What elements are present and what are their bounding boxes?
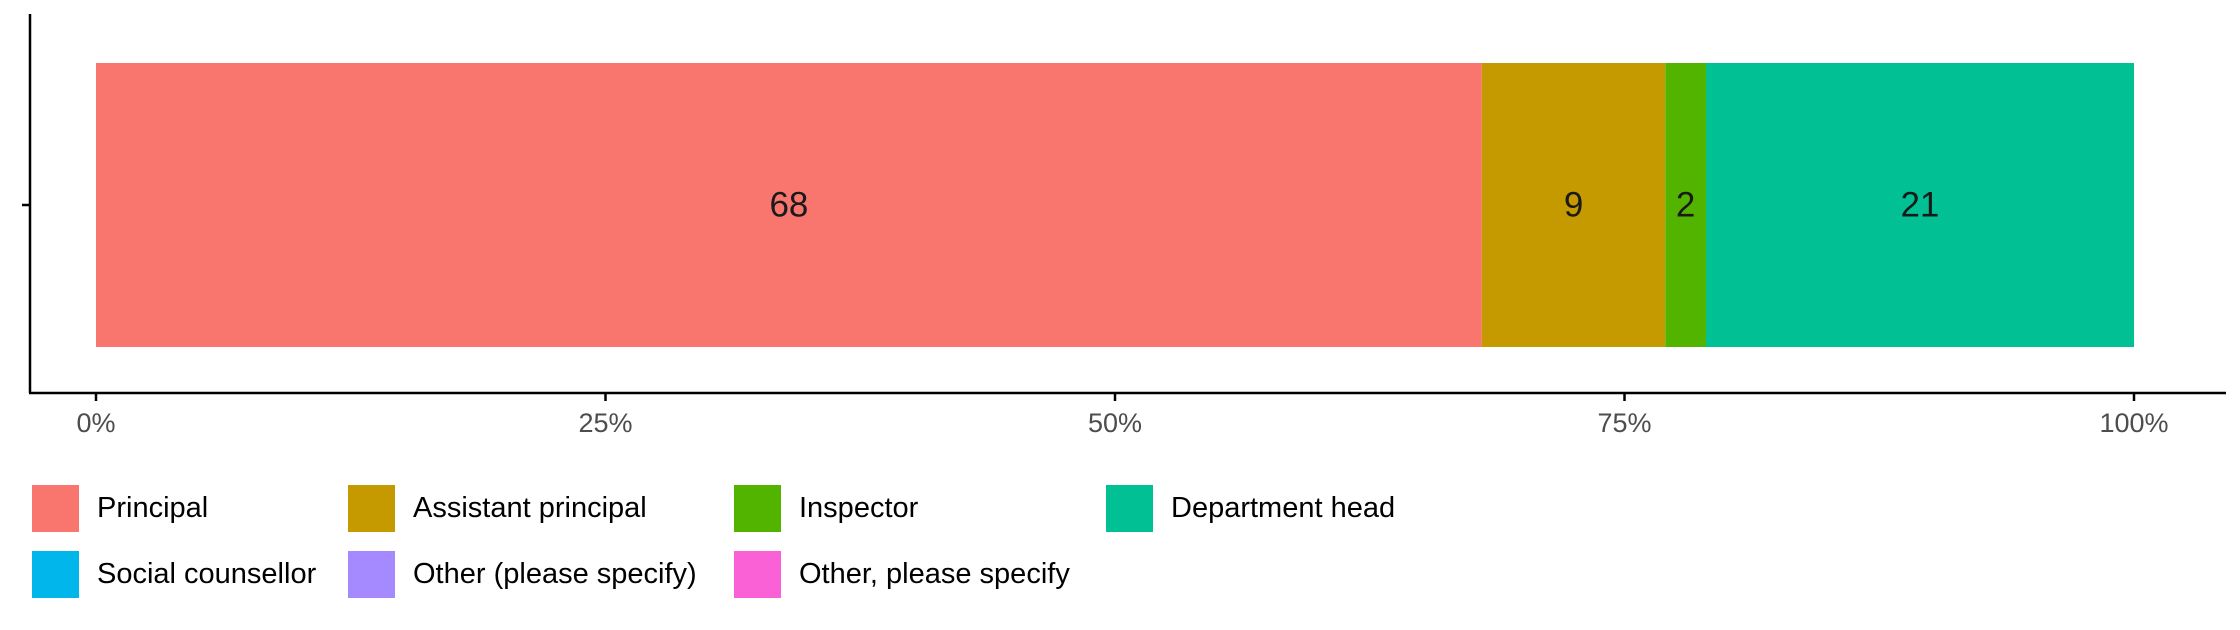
bar-segment-department-head <box>1706 63 2134 347</box>
legend-label: Principal <box>97 491 209 524</box>
legend-label: Other (please specify) <box>413 557 697 590</box>
data-label: 21 <box>1901 186 1940 225</box>
legend-label: Assistant principal <box>413 491 647 524</box>
legend-label: Social counsellor <box>97 557 317 590</box>
x-tick-label: 50% <box>1088 408 1142 438</box>
x-tick-label: 25% <box>578 408 632 438</box>
legend-item: Other (please specify) <box>348 550 697 598</box>
legend-swatch <box>734 550 781 598</box>
legend-item: Inspector <box>734 484 918 532</box>
legend-label: Department head <box>1171 491 1396 524</box>
legend-swatch <box>734 484 781 532</box>
bar-segment-inspector <box>1665 63 1707 347</box>
bar-segments <box>96 63 2134 347</box>
legend-label: Other, please specify <box>799 557 1070 590</box>
legend-item: Social counsellor <box>32 550 316 598</box>
x-tick-label: 75% <box>1597 408 1651 438</box>
legend-item: Principal <box>32 484 208 532</box>
bar-segment-assistant-principal <box>1481 63 1666 347</box>
stacked-bar-chart: 68 9 2 21 0% 25% 50% 75% 100% <box>22 14 2226 438</box>
legend-swatch <box>32 550 79 598</box>
legend-swatch <box>348 550 395 598</box>
legend-item: Department head <box>1106 484 1395 532</box>
x-tick-label: 0% <box>76 408 115 438</box>
x-axis-ticks: 0% 25% 50% 75% 100% <box>76 393 2169 438</box>
data-label: 68 <box>769 186 808 225</box>
bar-segment-principal <box>96 63 1482 347</box>
legend-item: Assistant principal <box>348 484 647 532</box>
x-tick-label: 100% <box>2099 408 2168 438</box>
legend-swatch <box>1106 484 1153 532</box>
legend-swatch <box>32 484 79 532</box>
data-label: 2 <box>1676 186 1695 225</box>
data-label: 9 <box>1564 186 1583 225</box>
legend-label: Inspector <box>799 491 919 524</box>
data-labels: 68 9 2 21 <box>769 186 1939 225</box>
legend-swatch <box>348 484 395 532</box>
legend-item: Other, please specify <box>734 550 1070 598</box>
